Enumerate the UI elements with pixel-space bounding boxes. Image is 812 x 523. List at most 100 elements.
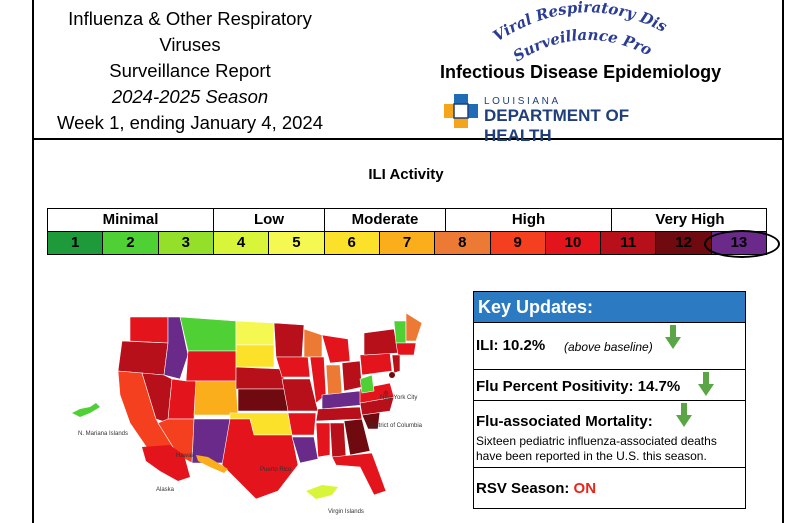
ili-level-1: 1 [48, 232, 104, 254]
state-oh [341, 360, 363, 392]
label-hawaii: Hawaii [176, 453, 194, 459]
state-tn [315, 406, 363, 422]
category-minimal: Minimal [48, 209, 214, 231]
state-ga [343, 418, 371, 456]
frame-left-border [32, 0, 34, 523]
state-wy [185, 350, 237, 382]
state-me [405, 312, 423, 342]
ili-level-7: 7 [379, 232, 436, 254]
rsv-label-text: RSV Season: [476, 480, 570, 497]
marker-dc [383, 390, 389, 396]
state-ne [235, 366, 287, 390]
down-arrow-icon [676, 403, 692, 427]
territories [72, 372, 395, 499]
state-sd [235, 344, 275, 368]
marker-nyc [389, 372, 395, 378]
down-arrow-icon [698, 372, 714, 396]
rsv-status: ON [573, 480, 597, 497]
state-nd [235, 320, 275, 346]
territory-virgin-islands [306, 485, 338, 499]
report-week: Week 1, ending January 4, 2024 [56, 112, 324, 133]
key-updates-heading: Key Updates: [474, 292, 745, 322]
ili-level-11: 11 [601, 232, 657, 254]
ldh-department-label: DEPARTMENT OF HEALTH [484, 106, 630, 145]
state-vt-nh [393, 320, 407, 344]
territory-mariana [72, 403, 100, 417]
state-ut [167, 378, 197, 420]
category-low: Low [214, 209, 325, 231]
program-unit: Infectious Disease Epidemiology [440, 62, 722, 82]
header-divider [32, 138, 784, 140]
state-nj [391, 354, 401, 374]
ili-level-2: 2 [103, 232, 159, 254]
positivity-value: Flu Percent Positivity: 14.7% [476, 378, 681, 395]
state-tx [221, 418, 299, 500]
state-in [325, 364, 343, 396]
ili-level-4: 4 [213, 232, 270, 254]
state-mi [321, 334, 351, 364]
ili-activity-title: ILI Activity [368, 166, 444, 183]
state-mt [179, 316, 237, 352]
category-moderate: Moderate [325, 209, 446, 231]
state-co [193, 380, 239, 416]
territory-alaska [142, 445, 190, 481]
mortality-label: Flu-associated Mortality: [476, 413, 653, 430]
label-dc: District of Columbia [370, 423, 423, 429]
category-high: High [446, 209, 612, 231]
ili-note: (above baseline) [564, 340, 653, 354]
rsv-label: RSV Season: ON [476, 480, 596, 497]
state-mo [281, 378, 319, 412]
key-mortality-row: Flu-associated Mortality: Sixteen pediat… [474, 400, 745, 467]
ldh-emblem-icon [444, 94, 478, 128]
ili-value: ILI: 10.2% [476, 337, 546, 354]
state-ks [237, 388, 289, 412]
mortality-description: Sixteen pediatric influenza-associated d… [476, 434, 717, 463]
state-wv [359, 374, 375, 394]
key-positivity-row: Flu Percent Positivity: 14.7% [474, 369, 745, 400]
ldh-state-label: LOUISIANA [484, 96, 561, 107]
label-virgin-islands: Virgin Islands [328, 509, 364, 515]
label-puerto-rico: Puerto Rico [260, 467, 292, 473]
key-updates-panel: Key Updates: ILI: 10.2% (above baseline)… [473, 291, 746, 509]
state-wi [303, 328, 323, 358]
ili-category-row: Minimal Low Moderate High Very High [47, 208, 767, 231]
ili-level-8: 8 [435, 232, 491, 254]
report-title-block: Influenza & Other Respiratory Viruses Su… [40, 6, 340, 136]
map-labels: N. Mariana Islands Hawaii Alaska Puerto … [78, 395, 423, 515]
program-logo-arc-text: Viral Respiratory Disease Surveillance P… [485, 0, 670, 62]
us-ili-activity-map: N. Mariana Islands Hawaii Alaska Puerto … [72, 312, 423, 515]
ili-level-row: 1 2 3 4 5 6 7 8 9 10 11 12 13 [47, 230, 781, 258]
ili-note-text: (above baseline) [564, 340, 653, 354]
ili-level-6: 6 [324, 232, 380, 254]
report-subtitle: Surveillance Report [109, 60, 271, 81]
frame-right-border [782, 0, 784, 523]
report-title: Influenza & Other Respiratory Viruses [68, 8, 312, 55]
state-al [329, 422, 347, 458]
state-ny [363, 328, 399, 356]
key-rsv-row: RSV Season: ON [474, 467, 745, 508]
state-wa [129, 316, 169, 344]
ili-level-5: 5 [269, 232, 325, 254]
state-fl [331, 452, 387, 496]
state-ia [275, 356, 311, 378]
territory-puerto-rico [250, 475, 278, 485]
ili-level-10: 10 [545, 232, 602, 254]
down-arrow-icon [665, 325, 681, 349]
state-ar [287, 412, 317, 436]
label-mariana: N. Mariana Islands [78, 431, 128, 437]
key-ili-row: ILI: 10.2% (above baseline) [474, 322, 745, 369]
report-season: 2024-2025 Season [111, 86, 269, 107]
label-alaska: Alaska [156, 487, 175, 493]
state-pa [359, 352, 393, 376]
ili-level-13: 13 [703, 230, 781, 258]
state-ms [315, 422, 331, 458]
category-very-high: Very High [655, 211, 725, 228]
state-ma-ri-ct [395, 342, 417, 356]
ili-level-9: 9 [490, 232, 546, 254]
label-nyc: New York City [380, 395, 417, 401]
state-mn [273, 322, 305, 358]
ili-level-3: 3 [158, 232, 214, 254]
territory-hawaii [196, 455, 228, 473]
state-la [291, 436, 319, 464]
